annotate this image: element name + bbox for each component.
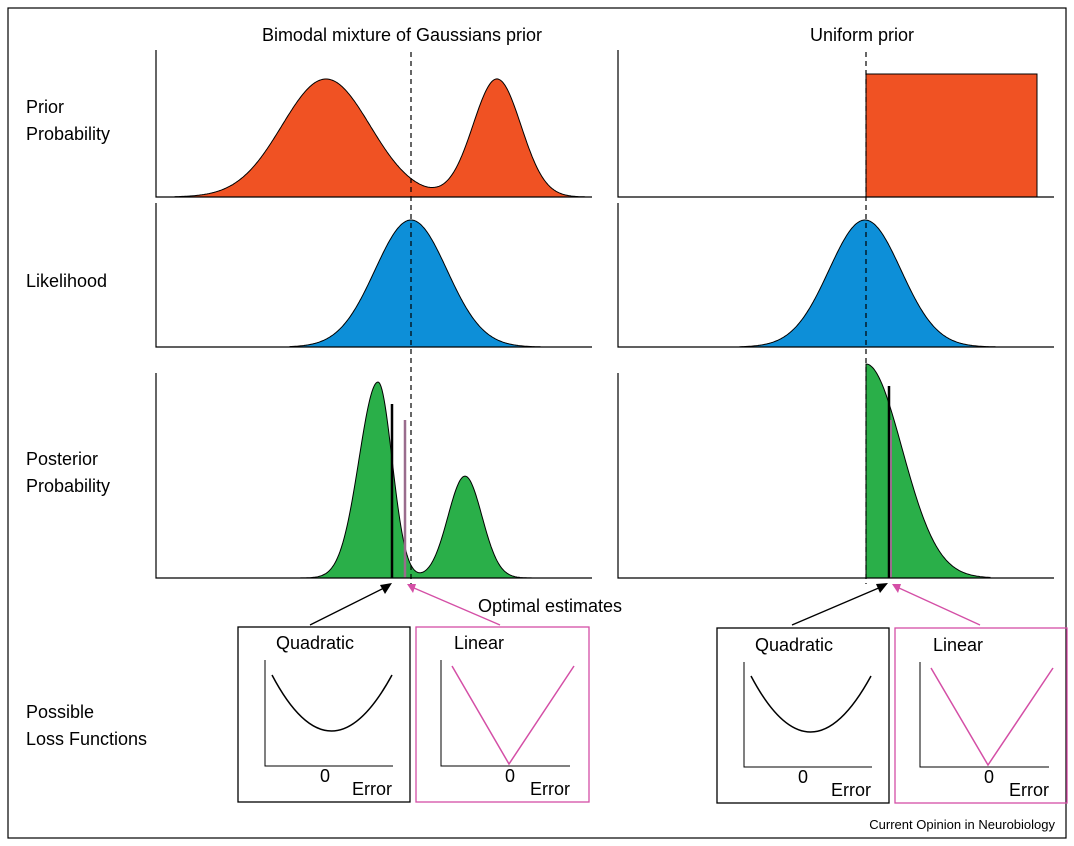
- credit-text: Current Opinion in Neurobiology: [869, 817, 1055, 832]
- loss-axes: [264, 660, 393, 767]
- figure-border: [7, 7, 1067, 839]
- right-likelihood-curve: [739, 219, 996, 348]
- zero-tick-label: 0: [505, 766, 515, 786]
- right-posterior-axes: [617, 373, 1054, 579]
- right-prior-box: [865, 73, 1038, 198]
- loss-box-title-quadratic: Quadratic: [276, 633, 354, 653]
- linear-curve: [930, 667, 1054, 767]
- row-label-posterior: Posterior Probability: [26, 449, 110, 496]
- loss-box-quadratic-left: Quadratic 0 Error: [237, 626, 411, 803]
- right-posterior-curve: [865, 363, 991, 579]
- left-likelihood-axes: [155, 203, 592, 348]
- loss-box-linear-left: Linear 0 Error: [415, 626, 590, 803]
- right-likelihood-axes: [617, 203, 1054, 348]
- loss-axes: [743, 662, 872, 768]
- arrow-right-quadratic: [791, 583, 888, 626]
- left-likelihood-curve: [289, 219, 541, 348]
- quadratic-curve: [271, 674, 393, 732]
- zero-tick-label: 0: [320, 766, 330, 786]
- loss-box-quadratic-right: Quadratic 0 Error: [716, 627, 890, 804]
- column-title-uniform: Uniform prior: [810, 25, 914, 45]
- row-label-loss: Possible Loss Functions: [26, 702, 147, 749]
- error-axis-label: Error: [831, 780, 871, 800]
- row-label-likelihood: Likelihood: [26, 271, 107, 291]
- error-axis-label: Error: [352, 779, 392, 799]
- arrow-left-quadratic: [309, 583, 392, 626]
- left-prior-axes: [155, 50, 592, 198]
- column-title-bimodal: Bimodal mixture of Gaussians prior: [262, 25, 542, 45]
- loss-box-linear-right: Linear 0 Error: [894, 627, 1068, 804]
- left-posterior-axes: [155, 373, 592, 579]
- right-prior-axes: [617, 50, 1054, 198]
- arrow-right-linear: [892, 584, 981, 626]
- loss-box-title-quadratic: Quadratic: [755, 635, 833, 655]
- left-prior-curve: [174, 78, 586, 198]
- loss-box-title-linear: Linear: [933, 635, 983, 655]
- loss-axes: [919, 662, 1049, 768]
- optimal-estimates-label: Optimal estimates: [478, 596, 622, 616]
- left-posterior-curve: [270, 381, 535, 579]
- loss-box-title-linear: Linear: [454, 633, 504, 653]
- zero-tick-label: 0: [798, 767, 808, 787]
- linear-curve: [451, 665, 575, 766]
- loss-axes: [440, 660, 570, 767]
- arrow-left-linear: [407, 584, 501, 626]
- quadratic-curve: [750, 675, 872, 733]
- error-axis-label: Error: [530, 779, 570, 799]
- zero-tick-label: 0: [984, 767, 994, 787]
- error-axis-label: Error: [1009, 780, 1049, 800]
- row-label-prior: Prior Probability: [26, 97, 110, 144]
